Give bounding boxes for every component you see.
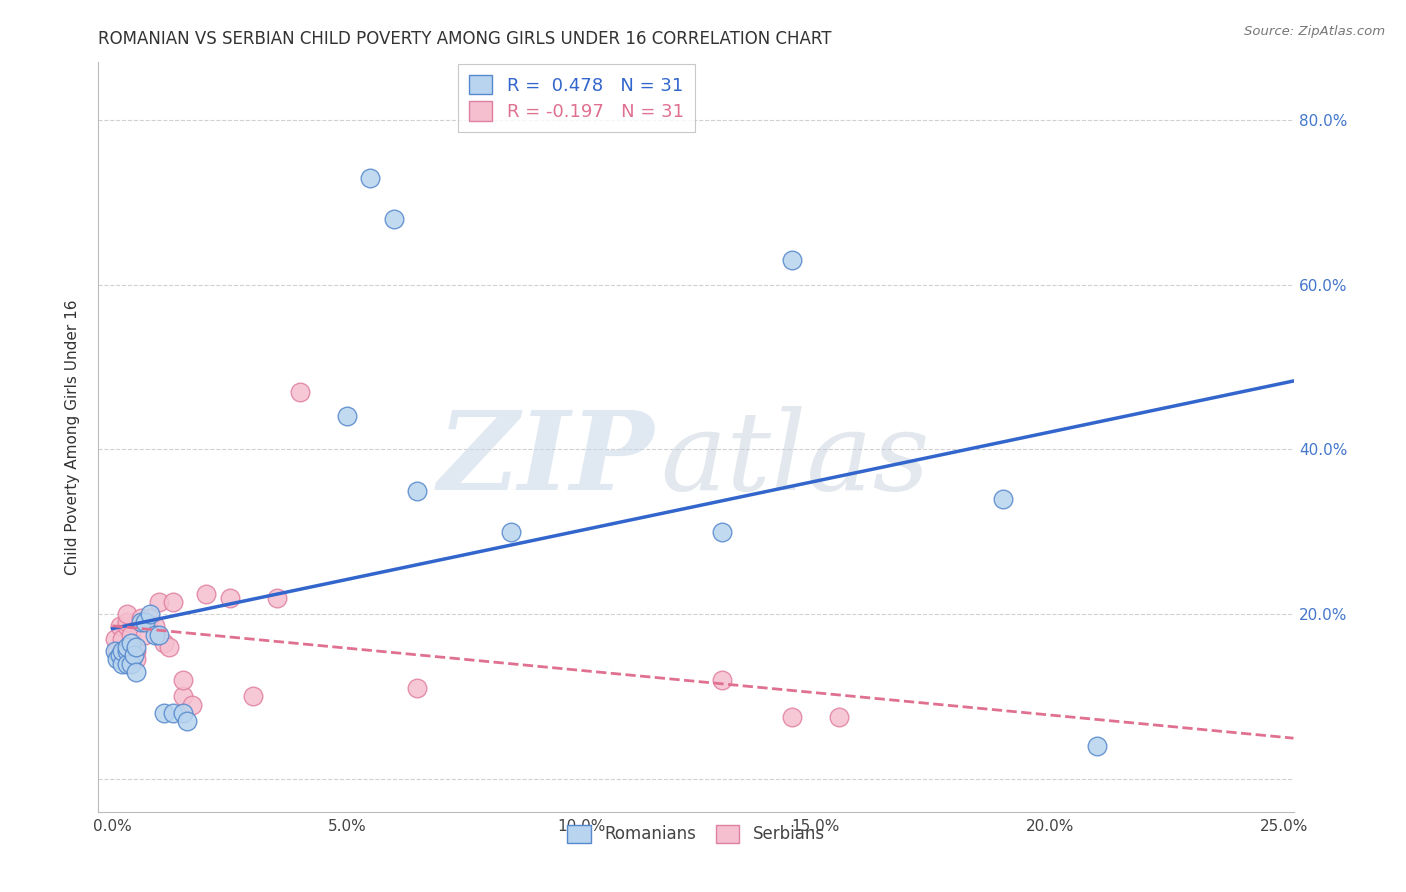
Y-axis label: Child Poverty Among Girls Under 16: Child Poverty Among Girls Under 16 [65, 300, 80, 574]
Point [115, 657, 138, 671]
Point [139, 607, 162, 621]
Point [148, 595, 170, 609]
Point [125, 644, 148, 658]
Point [157, 640, 180, 654]
Point [125, 640, 148, 654]
Point [134, 628, 156, 642]
Text: atlas: atlas [661, 406, 929, 513]
Point [104, 644, 127, 658]
Point [406, 483, 429, 498]
Point [115, 607, 138, 621]
Point [108, 619, 131, 633]
Point [129, 615, 152, 630]
Point [218, 591, 240, 605]
Point [153, 636, 176, 650]
Point [104, 632, 127, 646]
Point [176, 714, 198, 728]
Point [134, 615, 156, 630]
Text: ZIP: ZIP [437, 406, 654, 513]
Point [406, 681, 429, 696]
Legend: Romanians, Serbians: Romanians, Serbians [561, 818, 831, 850]
Point [111, 644, 134, 658]
Point [148, 628, 170, 642]
Point [1085, 739, 1108, 753]
Point [195, 586, 218, 600]
Point [120, 628, 142, 642]
Point [288, 384, 311, 399]
Point [359, 170, 381, 185]
Point [111, 632, 134, 646]
Point [382, 211, 405, 226]
Point [143, 628, 166, 642]
Point [143, 619, 166, 633]
Point [115, 644, 138, 658]
Point [115, 640, 138, 654]
Point [242, 690, 264, 704]
Point [129, 611, 152, 625]
Point [122, 648, 145, 663]
Point [108, 648, 131, 663]
Point [153, 706, 176, 720]
Point [172, 673, 194, 687]
Point [336, 409, 359, 424]
Point [991, 491, 1014, 506]
Point [172, 706, 194, 720]
Point [115, 619, 138, 633]
Point [780, 710, 803, 724]
Text: ROMANIAN VS SERBIAN CHILD POVERTY AMONG GIRLS UNDER 16 CORRELATION CHART: ROMANIAN VS SERBIAN CHILD POVERTY AMONG … [98, 30, 832, 48]
Point [120, 636, 142, 650]
Point [266, 591, 288, 605]
Point [120, 636, 142, 650]
Point [105, 644, 128, 658]
Point [499, 524, 522, 539]
Point [710, 524, 733, 539]
Point [111, 657, 134, 671]
Point [780, 253, 803, 268]
Point [172, 690, 194, 704]
Point [162, 706, 184, 720]
Text: Source: ZipAtlas.com: Source: ZipAtlas.com [1244, 25, 1385, 38]
Point [710, 673, 733, 687]
Point [181, 698, 204, 712]
Point [125, 665, 148, 679]
Point [120, 657, 142, 671]
Point [115, 615, 138, 630]
Point [828, 710, 851, 724]
Point [162, 595, 184, 609]
Point [105, 652, 128, 666]
Point [125, 652, 148, 666]
Point [139, 611, 162, 625]
